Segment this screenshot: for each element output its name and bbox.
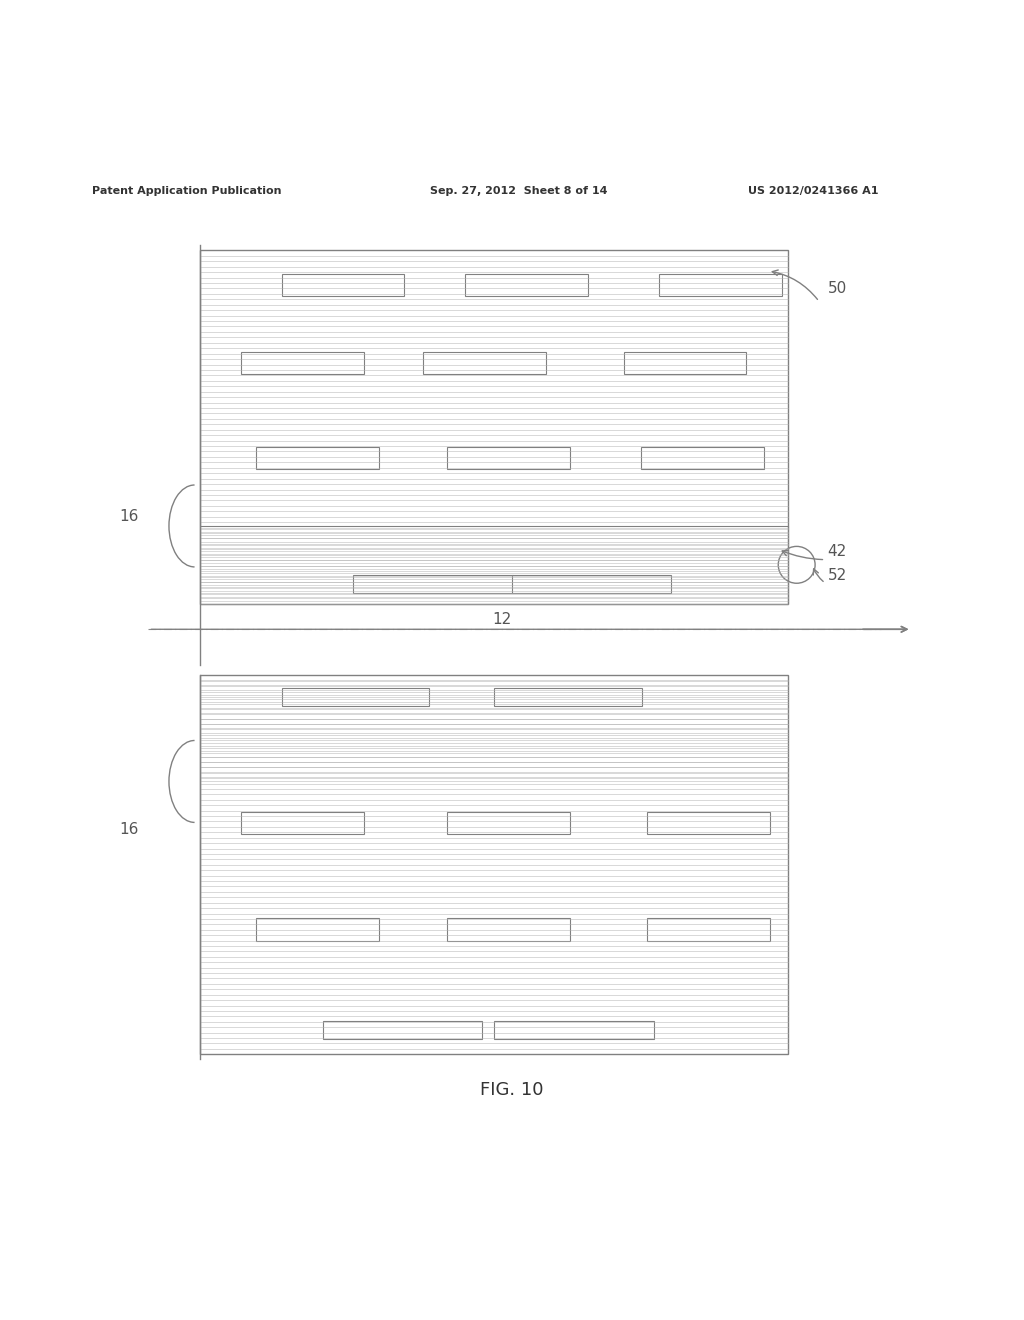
Text: 50: 50 [827,281,847,297]
Polygon shape [512,576,672,594]
Polygon shape [494,688,641,706]
Polygon shape [256,447,379,470]
Text: 42: 42 [827,544,847,558]
Polygon shape [282,688,429,706]
Polygon shape [256,917,379,941]
Polygon shape [241,351,364,374]
Text: 12: 12 [493,612,511,627]
Polygon shape [494,1020,653,1039]
Polygon shape [353,576,513,594]
Text: 16: 16 [119,822,138,837]
Polygon shape [624,351,746,374]
Polygon shape [323,1020,482,1039]
Polygon shape [465,275,588,297]
Polygon shape [446,917,569,941]
Polygon shape [446,812,569,834]
Polygon shape [241,812,364,834]
Polygon shape [647,917,770,941]
Text: 52: 52 [827,568,847,583]
Text: FIG. 10: FIG. 10 [480,1081,544,1100]
Polygon shape [647,812,770,834]
Text: 16: 16 [119,508,138,524]
Text: US 2012/0241366 A1: US 2012/0241366 A1 [748,186,878,197]
Polygon shape [446,447,569,470]
Polygon shape [659,275,782,297]
Polygon shape [282,275,404,297]
Text: Patent Application Publication: Patent Application Publication [92,186,282,197]
Polygon shape [641,447,764,470]
Polygon shape [424,351,547,374]
Text: Sep. 27, 2012  Sheet 8 of 14: Sep. 27, 2012 Sheet 8 of 14 [430,186,607,197]
